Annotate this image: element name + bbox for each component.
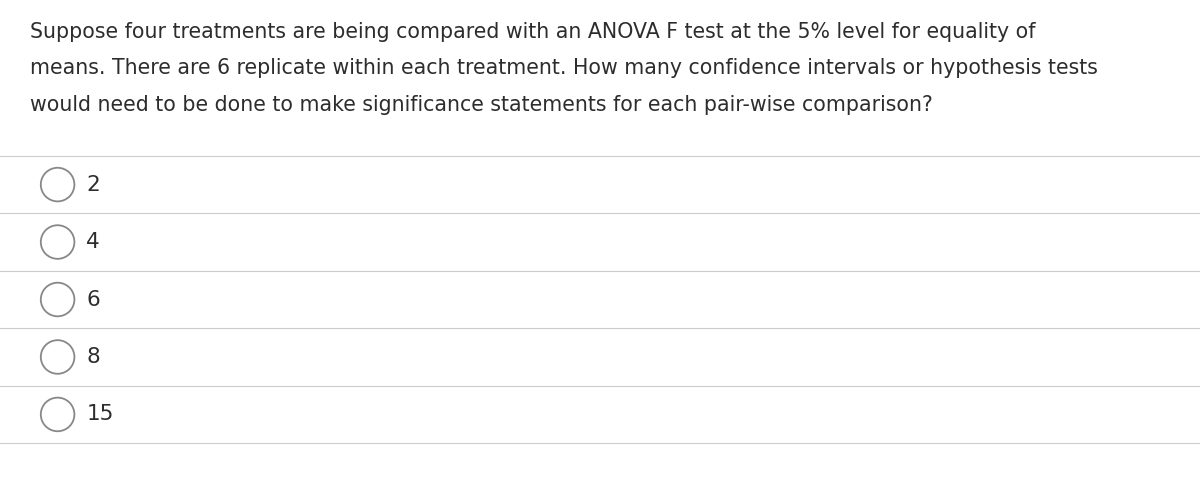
Text: 15: 15: [86, 404, 114, 425]
Text: 4: 4: [86, 232, 100, 252]
Text: 2: 2: [86, 174, 100, 195]
Text: would need to be done to make significance statements for each pair-wise compari: would need to be done to make significan…: [30, 95, 932, 115]
Text: means. There are 6 replicate within each treatment. How many confidence interval: means. There are 6 replicate within each…: [30, 58, 1098, 78]
Text: Suppose four treatments are being compared with an ANOVA F test at the 5% level : Suppose four treatments are being compar…: [30, 22, 1036, 42]
Text: 8: 8: [86, 347, 100, 367]
Text: 6: 6: [86, 289, 100, 310]
